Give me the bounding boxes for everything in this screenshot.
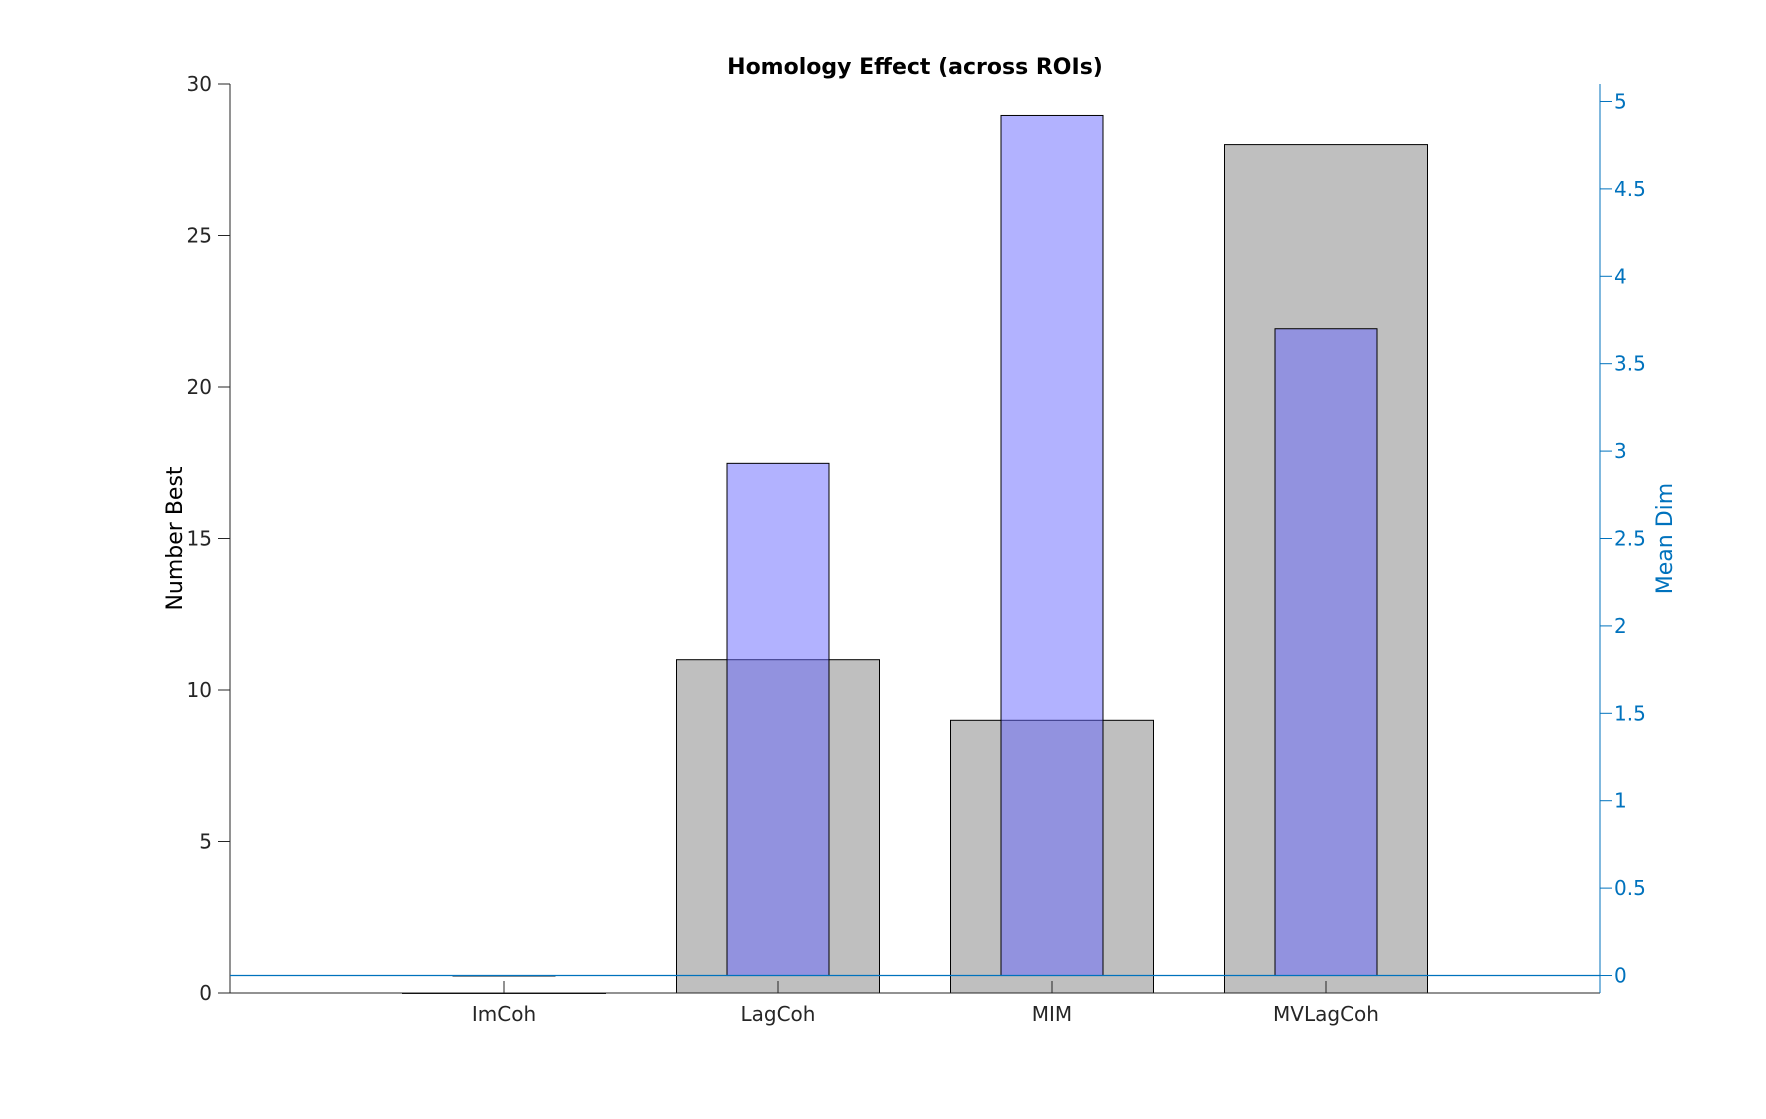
right-tick-label: 1 — [1614, 789, 1627, 813]
left-axis-label: Number Best — [163, 466, 188, 610]
chart-title: Homology Effect (across ROIs) — [727, 55, 1103, 80]
right-tick-label: 2 — [1614, 614, 1627, 638]
x-tick-label-mvlagcoh: MVLagCoh — [1273, 1002, 1379, 1026]
bar-mean-dim-mim — [1000, 114, 1104, 977]
right-tick-label: 2.5 — [1614, 527, 1646, 551]
bar-mean-dim-lagcoh — [726, 462, 830, 977]
x-tick-label-imcoh: ImCoh — [472, 1002, 536, 1026]
right-axis-bars — [452, 114, 1378, 977]
right-axis-label: Mean Dim — [1653, 483, 1678, 594]
right-tick-label: 4.5 — [1614, 177, 1646, 201]
left-tick-label: 25 — [187, 224, 212, 248]
right-tick-label: 4 — [1614, 264, 1627, 288]
right-tick-label: 3 — [1614, 439, 1627, 463]
x-tick-label-lagcoh: LagCoh — [741, 1002, 816, 1026]
left-tick-label: 5 — [199, 830, 212, 854]
bar-mean-dim-mvlagcoh — [1274, 328, 1378, 977]
left-tick-label: 10 — [187, 678, 212, 702]
chart-text: Homology Effect (across ROIs) Number Bes… — [163, 55, 1678, 611]
left-axis-bars — [402, 144, 1428, 994]
right-tick-label: 0.5 — [1614, 876, 1646, 900]
right-tick-label: 1.5 — [1614, 701, 1646, 725]
right-tick-label: 5 — [1614, 89, 1627, 113]
left-tick-label: 15 — [187, 527, 212, 551]
right-tick-label: 0 — [1614, 964, 1627, 988]
axes: 0 5 10 15 20 25 30 0 0.5 1 1.5 2 2.5 3 3.5 4 4.5 5 ImCoh La… — [187, 72, 1646, 1026]
left-tick-label: 20 — [187, 375, 212, 399]
left-tick-label: 0 — [199, 981, 212, 1005]
left-tick-label: 30 — [187, 72, 212, 96]
x-tick-label-mim: MIM — [1032, 1002, 1072, 1026]
right-tick-label: 3.5 — [1614, 352, 1646, 376]
